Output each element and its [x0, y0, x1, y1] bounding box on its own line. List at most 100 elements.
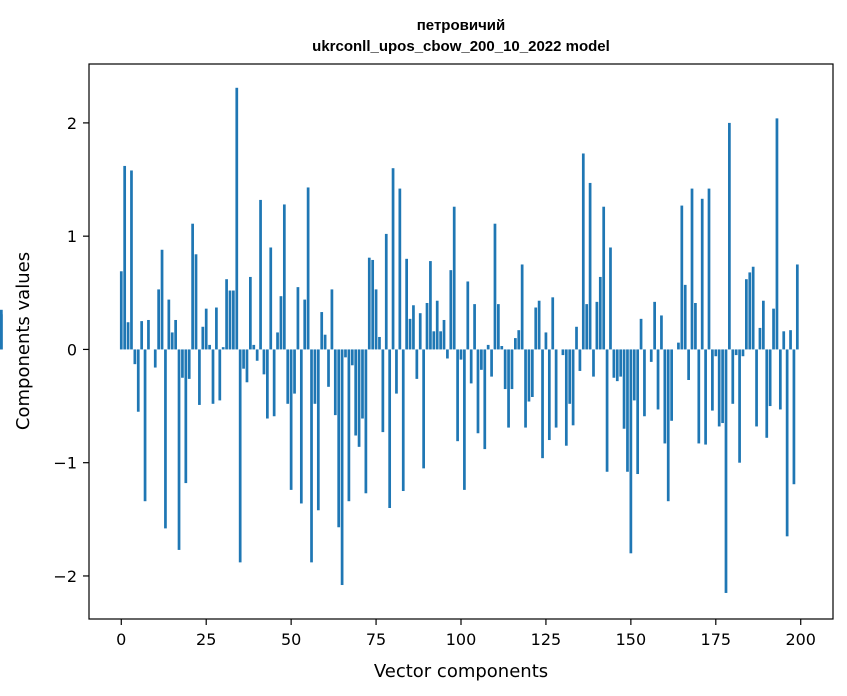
bar	[585, 304, 589, 350]
bar	[170, 332, 174, 350]
bar	[782, 331, 786, 350]
bar	[323, 334, 327, 350]
bar	[174, 319, 177, 350]
bar	[361, 349, 364, 419]
bar	[656, 349, 660, 410]
bar	[497, 304, 500, 350]
bar	[690, 188, 694, 350]
bar	[449, 270, 453, 350]
bar	[694, 302, 697, 350]
bar	[330, 289, 334, 350]
bar	[551, 297, 555, 350]
bar	[228, 290, 232, 350]
bar	[126, 322, 130, 350]
bar	[592, 349, 595, 377]
bar	[789, 330, 792, 350]
bar	[208, 344, 211, 350]
y-tick-label: −1	[53, 454, 77, 473]
bar	[218, 349, 222, 401]
bar	[724, 349, 728, 593]
bar	[762, 300, 765, 350]
bar	[619, 349, 623, 377]
bar	[286, 349, 290, 404]
x-tick-label: 175	[701, 630, 732, 649]
bar	[731, 349, 735, 404]
bar	[160, 249, 164, 350]
bar	[418, 313, 422, 350]
bar	[755, 349, 758, 427]
bar	[588, 182, 592, 350]
bar	[269, 247, 273, 350]
bar	[547, 349, 551, 441]
bar	[123, 165, 127, 350]
bar	[350, 349, 354, 366]
x-tick-label: 200	[785, 630, 816, 649]
chart-title-line-1: петровичий	[417, 17, 505, 34]
bar	[524, 349, 527, 428]
bar	[615, 349, 619, 382]
bar	[704, 349, 707, 445]
bar	[680, 205, 684, 350]
bar	[429, 261, 432, 350]
bar	[554, 349, 558, 428]
bar	[204, 308, 208, 350]
bar	[422, 349, 425, 469]
bar	[194, 254, 198, 350]
bar	[663, 349, 667, 444]
bar	[187, 349, 191, 379]
bar	[147, 319, 150, 350]
x-tick-label: 75	[366, 630, 386, 649]
bar	[544, 332, 548, 350]
bar	[578, 349, 582, 371]
bar	[476, 349, 480, 434]
bar	[500, 346, 504, 350]
bar	[493, 223, 497, 350]
bar	[778, 349, 782, 410]
x-tick-label: 100	[446, 630, 477, 649]
bar	[456, 349, 459, 442]
bar	[792, 349, 796, 485]
bar	[364, 349, 368, 494]
bar	[344, 349, 347, 358]
bar	[164, 349, 167, 529]
bar	[303, 299, 307, 350]
bar	[683, 284, 687, 350]
bar	[666, 349, 670, 502]
bar	[514, 338, 517, 350]
bar	[697, 349, 701, 444]
bar	[748, 272, 752, 350]
bar	[279, 296, 283, 350]
bar	[711, 349, 714, 411]
bar	[310, 349, 313, 563]
x-tick-label: 50	[281, 630, 301, 649]
bar	[133, 349, 137, 365]
bar	[181, 349, 184, 378]
bar	[772, 308, 775, 350]
y-axis-label: Components values	[13, 252, 34, 430]
bar	[262, 349, 266, 375]
bar	[741, 349, 745, 357]
bar	[398, 188, 402, 350]
bar	[534, 307, 538, 350]
bar	[225, 279, 228, 350]
bar	[333, 349, 337, 416]
bar	[527, 349, 531, 402]
bar	[211, 349, 215, 404]
bar	[653, 301, 656, 350]
bar	[299, 349, 303, 504]
bar	[357, 349, 361, 447]
bar	[232, 290, 235, 350]
bar	[707, 188, 711, 350]
bar	[249, 276, 252, 350]
bar	[408, 318, 412, 350]
bar	[252, 344, 256, 350]
bar	[415, 349, 419, 379]
bars-group	[0, 87, 799, 593]
bar	[768, 349, 772, 407]
bar	[177, 349, 181, 550]
bar	[405, 258, 408, 350]
bar	[425, 302, 429, 350]
bar	[367, 257, 371, 350]
y-tick-label: −2	[53, 567, 77, 586]
bar	[507, 349, 510, 428]
